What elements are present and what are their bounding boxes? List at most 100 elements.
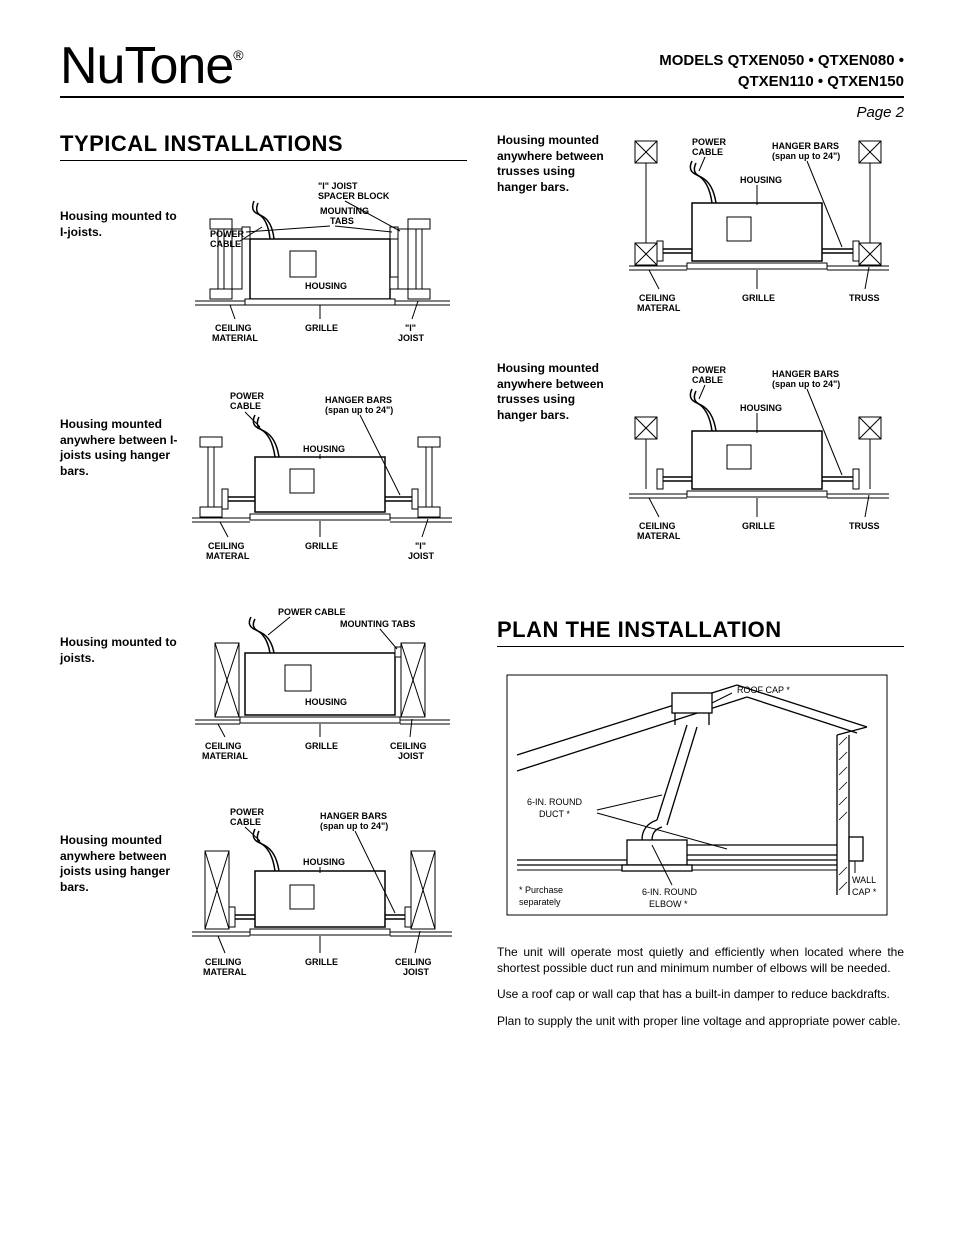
label-purchase: * Purchase — [519, 885, 563, 895]
label-housing2: HOUSING — [303, 444, 345, 454]
label-hanger4: HANGER BARS — [320, 811, 387, 821]
plan-heading: PLAN THE INSTALLATION — [497, 617, 904, 647]
label-ceiling6: CEILING — [639, 521, 676, 531]
label-material: MATERIAL — [212, 333, 258, 343]
label-power: POWER — [210, 229, 245, 239]
install-row-joists: Housing mounted to joists. — [60, 605, 467, 775]
main-columns: TYPICAL INSTALLATIONS Housing mounted to… — [60, 131, 904, 1039]
left-column: TYPICAL INSTALLATIONS Housing mounted to… — [60, 131, 467, 1039]
label-housing5: HOUSING — [740, 175, 782, 185]
label-powercable3: POWER CABLE — [278, 607, 346, 617]
label-materal5: MATERAL — [637, 303, 681, 313]
label-materal6: MATERAL — [637, 531, 681, 541]
label-grille3: GRILLE — [305, 741, 338, 751]
label-joist2: JOIST — [408, 551, 435, 561]
label-tabs: TABS — [330, 216, 354, 226]
diagram-joists: POWER CABLE MOUNTING TABS HOUSING CEILIN… — [190, 605, 467, 775]
caption-d4: Housing mounted anywhere between joists … — [60, 803, 180, 895]
label-duct2: DUCT * — [539, 809, 570, 819]
label-grille4: GRILLE — [305, 957, 338, 967]
label-joist4: JOIST — [403, 967, 430, 977]
page-header: NuTone® MODELS QTXEN050 • QTXEN080 • QTX… — [60, 40, 904, 98]
install-row-truss-2: Housing mounted anywhere between trusses… — [497, 359, 904, 559]
caption-d2: Housing mounted anywhere between I-joist… — [60, 387, 180, 479]
label-span6: (span up to 24") — [772, 379, 840, 389]
label-housing: HOUSING — [305, 281, 347, 291]
label-hanger6: HANGER BARS — [772, 369, 839, 379]
caption-d1: Housing mounted to I-joists. — [60, 179, 180, 240]
label-mountingtabs3: MOUNTING TABS — [340, 619, 415, 629]
label-hanger5: HANGER BARS — [772, 141, 839, 151]
models-line-2: QTXEN110 • QTXEN150 — [659, 71, 904, 92]
label-material3: MATERIAL — [202, 751, 248, 761]
label-grille5: GRILLE — [742, 293, 775, 303]
para-3: Plan to supply the unit with proper line… — [497, 1013, 904, 1029]
brand-pre: Nu — [60, 37, 124, 95]
label-ceiling: CEILING — [215, 323, 252, 333]
label-roofcap: ROOF CAP * — [737, 685, 790, 695]
label-grille: GRILLE — [305, 323, 338, 333]
diagram-ijoists: "I" JOIST SPACER BLOCK MOUNTING TABS POW… — [190, 179, 467, 359]
label-cable4: CABLE — [230, 817, 261, 827]
install-row-joist-hanger: Housing mounted anywhere between joists … — [60, 803, 467, 993]
para-2: Use a roof cap or wall cap that has a bu… — [497, 986, 904, 1002]
label-joist: JOIST — [398, 333, 425, 343]
para-1: The unit will operate most quietly and e… — [497, 944, 904, 976]
label-truss6: TRUSS — [849, 521, 880, 531]
plan-diagram: ROOF CAP * 6-IN. ROUND DUCT * 6-IN. ROUN… — [497, 665, 904, 930]
diagram-truss-2: POWER CABLE HANGER BARS (span up to 24")… — [627, 359, 904, 559]
label-iq: "I" — [405, 323, 416, 333]
typical-installations-heading: TYPICAL INSTALLATIONS — [60, 131, 467, 161]
label-cap: CAP * — [852, 887, 877, 897]
label-power6: POWER — [692, 365, 727, 375]
label-hanger: HANGER BARS — [325, 395, 392, 405]
label-duct1: 6-IN. ROUND — [527, 797, 583, 807]
label-materal2: MATERAL — [206, 551, 250, 561]
diagram-ijoist-hanger: POWER CABLE HANGER BARS (span up to 24")… — [190, 387, 467, 577]
label-iq2: "I" — [415, 541, 426, 551]
label-cable: CABLE — [210, 239, 241, 249]
page-number: Page 2 — [60, 104, 904, 121]
install-row-ijoists: Housing mounted to I-joists. — [60, 179, 467, 359]
label-grille2: GRILLE — [305, 541, 338, 551]
label-elbow2: ELBOW * — [649, 899, 688, 909]
label-ceiling4: CEILING — [205, 957, 242, 967]
label-cable6: CABLE — [692, 375, 723, 385]
label-joist3: JOIST — [398, 751, 425, 761]
diagram-joist-hanger: POWER CABLE HANGER BARS (span up to 24")… — [190, 803, 467, 993]
label-mounting: MOUNTING — [320, 206, 369, 216]
label-ceiling3: CEILING — [205, 741, 242, 751]
models-block: MODELS QTXEN050 • QTXEN080 • QTXEN110 • … — [659, 50, 904, 92]
label-ceiling2: CEILING — [208, 541, 245, 551]
models-line-1: MODELS QTXEN050 • QTXEN080 • — [659, 50, 904, 71]
label-wall: WALL — [852, 875, 876, 885]
label-elbow1: 6-IN. ROUND — [642, 887, 698, 897]
install-row-truss-1: Housing mounted anywhere between trusses… — [497, 131, 904, 331]
label-span4: (span up to 24") — [320, 821, 388, 831]
label-cable5: CABLE — [692, 147, 723, 157]
label-spacer-block: SPACER BLOCK — [318, 191, 390, 201]
right-column: Housing mounted anywhere between trusses… — [497, 131, 904, 1039]
label-cable2: CABLE — [230, 401, 261, 411]
label-truss5: TRUSS — [849, 293, 880, 303]
label-power5: POWER — [692, 137, 727, 147]
label-housing6: HOUSING — [740, 403, 782, 413]
caption-d5: Housing mounted anywhere between trusses… — [497, 131, 617, 195]
label-ceiling5: CEILING — [639, 293, 676, 303]
brand-post: Tone — [124, 37, 233, 95]
caption-d6: Housing mounted anywhere between trusses… — [497, 359, 617, 423]
brand-logo: NuTone® — [60, 40, 243, 92]
label-power2: POWER — [230, 391, 265, 401]
label-ceilj4: CEILING — [395, 957, 432, 967]
label-housing3: HOUSING — [305, 697, 347, 707]
label-ijoist-spacer: "I" JOIST — [318, 181, 358, 191]
label-materal4: MATERAL — [203, 967, 247, 977]
caption-d3: Housing mounted to joists. — [60, 605, 180, 666]
label-span5: (span up to 24") — [772, 151, 840, 161]
label-housing4: HOUSING — [303, 857, 345, 867]
diagram-truss-1: POWER CABLE HANGER BARS (span up to 24")… — [627, 131, 904, 331]
label-power4: POWER — [230, 807, 265, 817]
reg-mark: ® — [233, 47, 242, 63]
label-separately: separately — [519, 897, 561, 907]
label-ceilingj3: CEILING — [390, 741, 427, 751]
